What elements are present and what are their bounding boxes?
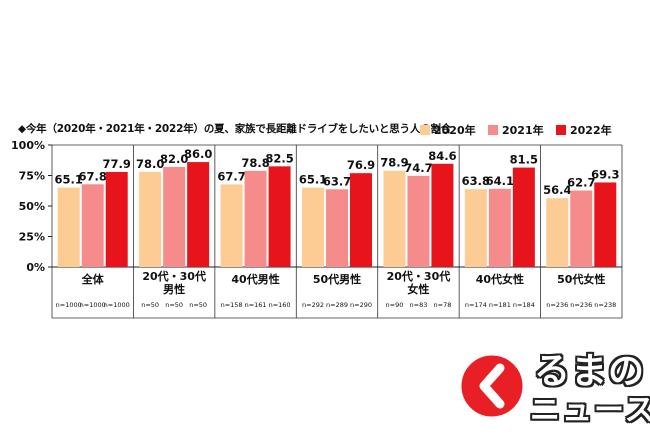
bar: [512, 167, 535, 267]
data-label: 74.7: [404, 161, 432, 175]
bar: [57, 187, 80, 267]
data-label: 82.0: [160, 152, 188, 166]
bar: [244, 170, 267, 267]
data-label: 78.8: [241, 156, 269, 170]
legend-swatch-2020: [420, 125, 430, 135]
legend-swatch-2021: [488, 125, 498, 135]
bar: [464, 189, 487, 267]
sample-size-label: n=238: [594, 301, 616, 309]
category-label: 女性: [407, 282, 429, 296]
sample-size-label: n=1000: [56, 301, 82, 309]
bar: [163, 166, 186, 267]
y-tick-label: 25%: [19, 231, 45, 244]
sample-size-label: n=50: [189, 301, 207, 309]
category-label: 20代・30代: [142, 269, 206, 283]
data-label: 77.9: [103, 157, 131, 171]
sample-size-label: n=160: [269, 301, 291, 309]
data-label: 86.0: [184, 147, 212, 161]
y-tick-label: 100%: [11, 139, 45, 152]
data-label: 64.1: [486, 174, 514, 188]
bar: [594, 182, 617, 267]
data-label: 78.0: [136, 157, 164, 171]
sample-size-label: n=78: [434, 301, 452, 309]
data-label: 76.9: [347, 158, 375, 172]
sample-size-label: n=161: [245, 301, 267, 309]
data-label: 67.7: [217, 169, 245, 183]
bar: [220, 184, 243, 267]
category-label: 男性: [163, 282, 185, 296]
bar: [139, 171, 162, 267]
logo-text-top: るまの: [534, 351, 646, 392]
sample-size-label: n=83: [410, 301, 428, 309]
bar: [431, 163, 454, 267]
bar: [488, 188, 511, 267]
data-label: 82.5: [265, 151, 293, 165]
bar: [546, 198, 569, 267]
sample-size-label: n=289: [326, 301, 348, 309]
y-tick-label: 75%: [19, 170, 45, 183]
sample-size-label: n=184: [513, 301, 535, 309]
sample-size-label: n=1000: [80, 301, 106, 309]
legend-item-2021: 2021年: [488, 122, 544, 138]
category-label: 50代女性: [557, 272, 605, 286]
bar: [570, 190, 593, 267]
logo-text-bottom: ニュース: [530, 393, 650, 428]
bar: [268, 166, 291, 267]
category-label: 全体: [81, 272, 105, 286]
y-tick-label: 0%: [26, 261, 45, 274]
legend-label-2021: 2021年: [502, 124, 544, 137]
logo-chevron-icon: [479, 363, 505, 409]
bar: [105, 171, 128, 267]
data-label: 65.1: [55, 173, 83, 187]
legend-label-2020: 2020年: [434, 124, 476, 137]
bar: [187, 162, 210, 267]
bar: [326, 189, 348, 267]
legend-swatch-2022: [556, 125, 566, 135]
legend-item-2020: 2020年: [420, 122, 476, 138]
legend-item-2022: 2022年: [556, 122, 612, 138]
category-label: 20代・30代: [387, 269, 451, 283]
category-label: 50代男性: [313, 272, 361, 286]
kurumanonews-logo: [458, 352, 526, 420]
data-label: 62.7: [567, 176, 595, 190]
bar: [407, 175, 430, 267]
data-label: 69.3: [591, 167, 619, 181]
data-label: 84.6: [428, 149, 456, 163]
bar: [81, 184, 104, 267]
sample-size-label: n=181: [489, 301, 511, 309]
data-label: 63.7: [323, 174, 351, 188]
y-tick-label: 50%: [19, 200, 45, 213]
data-label: 81.5: [510, 153, 538, 167]
data-label: 56.4: [543, 183, 571, 197]
data-label: 63.8: [462, 174, 490, 188]
bar: [383, 170, 406, 267]
sample-size-label: n=90: [386, 301, 404, 309]
sample-size-label: n=158: [221, 301, 243, 309]
sample-size-label: n=1000: [104, 301, 130, 309]
sample-size-label: n=174: [465, 301, 487, 309]
sample-size-label: n=50: [141, 301, 159, 309]
data-label: 67.8: [79, 169, 107, 183]
sample-size-label: n=236: [570, 301, 592, 309]
bar: [350, 173, 372, 267]
sample-size-label: n=236: [546, 301, 568, 309]
sample-size-label: n=292: [302, 301, 324, 309]
sample-size-label: n=290: [350, 301, 372, 309]
category-label: 40代女性: [476, 272, 524, 286]
legend-label-2022: 2022年: [570, 124, 612, 137]
data-label: 78.9: [380, 156, 408, 170]
sample-size-label: n=50: [165, 301, 183, 309]
bar: [302, 187, 324, 267]
logo-circle: [458, 352, 526, 420]
data-label: 65.1: [299, 173, 327, 187]
chart-title: ◆今年（2020年・2021年・2022年）の夏、家族で長距離ドライブをしたいと…: [18, 123, 452, 135]
category-label: 40代男性: [231, 272, 279, 286]
